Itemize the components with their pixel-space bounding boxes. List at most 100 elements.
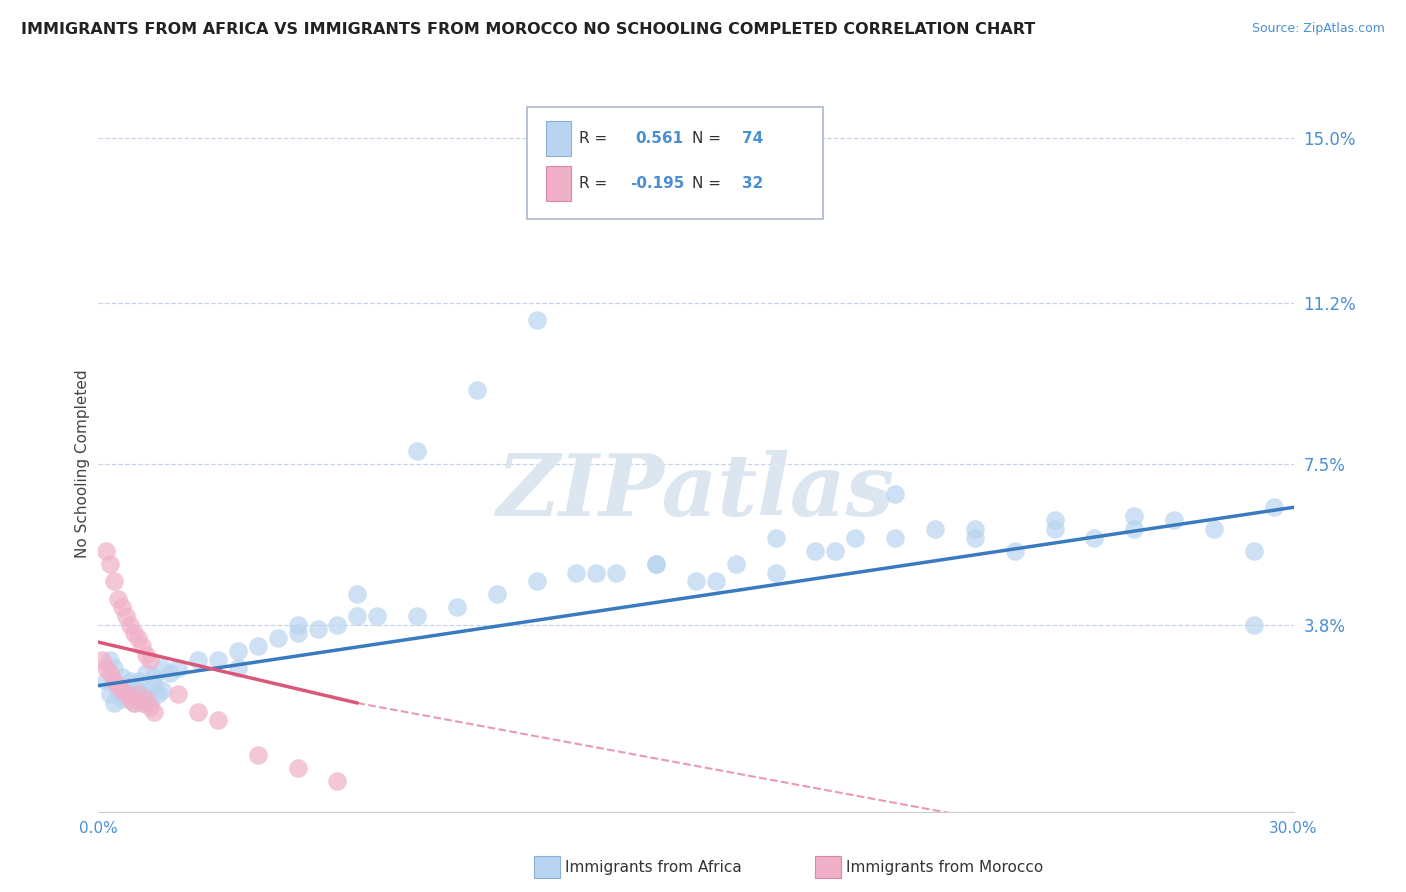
Point bbox=[704, 574, 727, 589]
Point bbox=[91, 652, 114, 666]
Point bbox=[96, 661, 118, 675]
Point bbox=[645, 557, 668, 571]
Point bbox=[366, 609, 388, 624]
Point bbox=[287, 761, 309, 775]
Point bbox=[187, 705, 209, 719]
Text: Source: ZipAtlas.com: Source: ZipAtlas.com bbox=[1251, 22, 1385, 36]
Point bbox=[103, 696, 125, 710]
Text: N =: N = bbox=[692, 176, 721, 191]
Point bbox=[111, 683, 134, 698]
Point bbox=[120, 687, 142, 701]
Point bbox=[346, 587, 368, 601]
Point bbox=[115, 679, 138, 693]
Point bbox=[406, 609, 429, 624]
Point bbox=[605, 566, 627, 580]
Point bbox=[139, 696, 162, 710]
Point bbox=[1083, 531, 1105, 545]
Text: Immigrants from Africa: Immigrants from Africa bbox=[565, 860, 742, 874]
Point bbox=[159, 665, 181, 680]
Point bbox=[765, 531, 787, 545]
Point bbox=[127, 683, 149, 698]
Point bbox=[724, 557, 747, 571]
Point bbox=[139, 652, 162, 666]
Point bbox=[226, 661, 249, 675]
Point bbox=[120, 691, 142, 706]
Point bbox=[685, 574, 707, 589]
Point bbox=[465, 383, 488, 397]
Point bbox=[124, 626, 146, 640]
Point bbox=[207, 714, 229, 728]
Point bbox=[1263, 500, 1285, 515]
Text: R =: R = bbox=[579, 176, 607, 191]
Point bbox=[143, 670, 166, 684]
Point bbox=[1243, 543, 1265, 558]
Point bbox=[100, 557, 122, 571]
Text: -0.195: -0.195 bbox=[630, 176, 685, 191]
Point bbox=[645, 557, 668, 571]
Point bbox=[1123, 508, 1146, 523]
Point bbox=[131, 691, 153, 706]
Point bbox=[135, 665, 157, 680]
Point bbox=[346, 609, 368, 624]
Point bbox=[207, 652, 229, 666]
Text: 32: 32 bbox=[742, 176, 763, 191]
Point bbox=[103, 574, 125, 589]
Point bbox=[111, 600, 134, 615]
Point bbox=[148, 687, 170, 701]
Point bbox=[884, 487, 907, 501]
Point bbox=[1202, 522, 1225, 536]
Y-axis label: No Schooling Completed: No Schooling Completed bbox=[75, 369, 90, 558]
Point bbox=[187, 652, 209, 666]
Point bbox=[1043, 513, 1066, 527]
Point bbox=[326, 617, 349, 632]
Point bbox=[135, 691, 157, 706]
Point bbox=[326, 774, 349, 789]
Point bbox=[107, 679, 129, 693]
Point bbox=[307, 622, 329, 636]
Point bbox=[585, 566, 607, 580]
Point bbox=[100, 652, 122, 666]
Text: R =: R = bbox=[579, 131, 607, 146]
Point bbox=[127, 687, 149, 701]
Point bbox=[167, 661, 190, 675]
Point bbox=[246, 640, 269, 654]
Point bbox=[246, 748, 269, 763]
Text: 74: 74 bbox=[742, 131, 763, 146]
Point bbox=[143, 705, 166, 719]
Point bbox=[150, 661, 173, 675]
Point bbox=[103, 674, 125, 689]
Text: ZIPatlas: ZIPatlas bbox=[496, 450, 896, 533]
Point bbox=[103, 661, 125, 675]
Point bbox=[100, 665, 122, 680]
Point bbox=[124, 696, 146, 710]
Point bbox=[150, 683, 173, 698]
Point bbox=[924, 522, 946, 536]
Point bbox=[226, 644, 249, 658]
Text: Immigrants from Morocco: Immigrants from Morocco bbox=[846, 860, 1043, 874]
Point bbox=[131, 640, 153, 654]
Point bbox=[824, 543, 846, 558]
Point bbox=[1043, 522, 1066, 536]
Point bbox=[167, 687, 190, 701]
Text: IMMIGRANTS FROM AFRICA VS IMMIGRANTS FROM MOROCCO NO SCHOOLING COMPLETED CORRELA: IMMIGRANTS FROM AFRICA VS IMMIGRANTS FRO… bbox=[21, 22, 1035, 37]
Text: 0.561: 0.561 bbox=[636, 131, 683, 146]
Point bbox=[120, 617, 142, 632]
Point bbox=[124, 696, 146, 710]
Point bbox=[107, 683, 129, 698]
Point bbox=[804, 543, 827, 558]
Point bbox=[115, 687, 138, 701]
Point bbox=[844, 531, 866, 545]
Point bbox=[963, 522, 986, 536]
Point bbox=[446, 600, 468, 615]
Point bbox=[287, 617, 309, 632]
Point bbox=[135, 648, 157, 662]
Point bbox=[127, 674, 149, 689]
Point bbox=[107, 591, 129, 606]
Point bbox=[884, 531, 907, 545]
Point bbox=[485, 587, 508, 601]
Point bbox=[267, 631, 290, 645]
Point bbox=[143, 679, 166, 693]
Point bbox=[565, 566, 588, 580]
Point bbox=[1163, 513, 1185, 527]
Point bbox=[287, 626, 309, 640]
